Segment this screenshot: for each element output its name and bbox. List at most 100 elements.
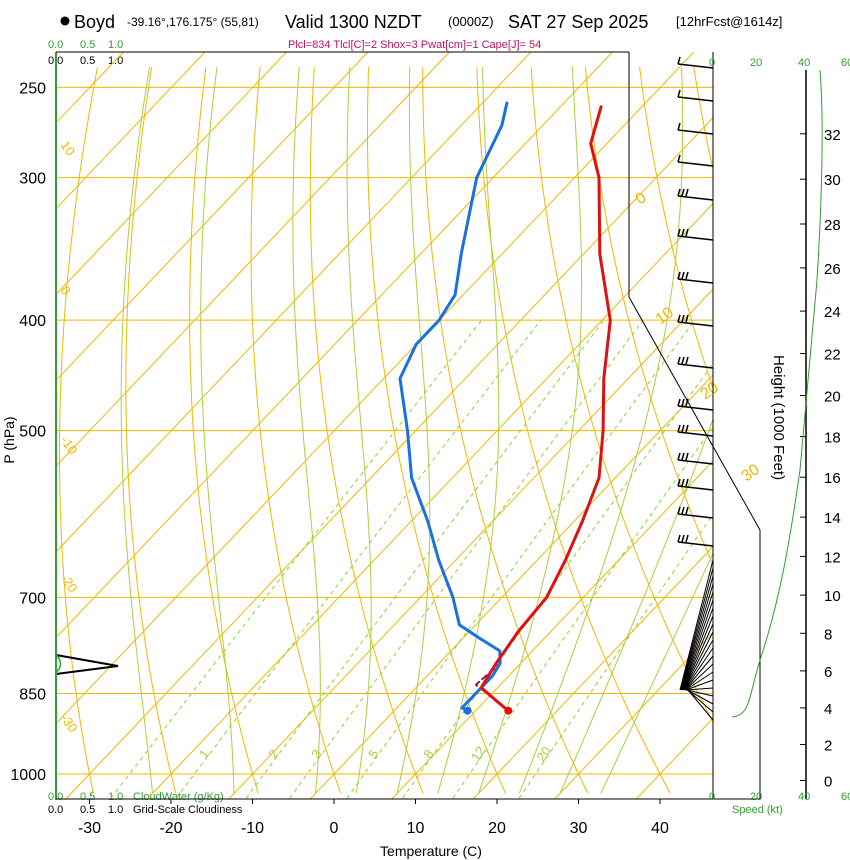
valid-time: Valid 1300 NZDT [285, 12, 422, 32]
temperature-tick-label: -30 [78, 820, 101, 837]
wind-barb [677, 405, 714, 411]
dry-adiabat-line [250, 67, 342, 794]
moist-adiabat-line [478, 67, 583, 794]
isotherm-label: -10 [58, 433, 81, 457]
wind-barb-flag [677, 122, 681, 131]
wind-barb-flag [681, 314, 685, 323]
wind-barb-flag [685, 356, 689, 365]
forecast-date: SAT 27 Sep 2025 [508, 12, 648, 32]
height-tick-label: 28 [824, 217, 841, 234]
site-dot [60, 16, 70, 26]
dry-adiabat-line [476, 67, 671, 794]
wind-barb [677, 129, 714, 135]
mixing-ratio-label: 20 [533, 744, 554, 764]
wind-barb-low [683, 639, 714, 691]
wind-barb-flag [677, 89, 681, 98]
mixing-ratio-label: 1 [196, 747, 212, 762]
adiabat-label: 20 [698, 379, 722, 403]
height-tick-label: 30 [824, 172, 841, 189]
wind-barb-flag [685, 506, 689, 515]
isotherm-line [391, 460, 713, 799]
mixing-ratio-line [452, 426, 713, 799]
wind-barb-low [687, 689, 714, 721]
speed-tick-top: 0 [709, 57, 715, 69]
dry-adiabat-line [59, 67, 98, 794]
height-tick-label: 2 [824, 738, 832, 755]
temperature-tick-label: -20 [159, 820, 182, 837]
wind-barb-flag [677, 452, 681, 461]
isotherm-line [554, 631, 713, 799]
wind-barb-flag [685, 271, 689, 280]
wind-barb [677, 541, 714, 547]
dry-adiabat-line [309, 67, 424, 794]
wind-barb-low [679, 559, 714, 691]
pressure-tick-label: 850 [19, 687, 46, 704]
adiabat-label: 10 [653, 304, 677, 328]
isotherm-label: 10 [58, 138, 79, 158]
wind-barb-low [687, 689, 714, 713]
isotherm-label: -30 [58, 711, 81, 735]
adiabat-label: 30 [739, 461, 763, 485]
mixing-ratio-line [289, 319, 644, 799]
wind-barb-low [684, 655, 714, 691]
wind-barb-low [681, 591, 714, 691]
mixing-ratio-line [245, 319, 605, 799]
wind-barb-flag [685, 478, 689, 487]
dry-adiabat-line [367, 67, 506, 794]
cloudiness-trace [55, 654, 119, 675]
cloud-water-tick-bottom: 0.5 [80, 791, 95, 803]
temperature-tick-label: 20 [488, 820, 506, 837]
wind-barb-flag [677, 506, 681, 515]
wind-barb-low [679, 567, 714, 691]
wind-barb [677, 278, 714, 284]
speed-tick-bottom: 0 [709, 791, 715, 803]
wind-barb [677, 161, 714, 167]
wind-barb-low [686, 687, 714, 691]
cloud-water-label: CloudWater (g/Kg) [133, 791, 224, 803]
mixing-ratio-label: 12 [468, 744, 489, 764]
isotherm-line [472, 545, 713, 799]
temperature-tick-label: -10 [241, 820, 264, 837]
temperature-trace [479, 105, 612, 713]
wind-barb-flag [677, 398, 681, 407]
wind-barb-flag [681, 452, 685, 461]
moist-adiabat-line [292, 67, 321, 794]
speed-label: Speed (kt) [732, 804, 783, 816]
wind-barb-low [686, 689, 714, 697]
y-axis-label: P (hPa) [1, 416, 17, 463]
wind-barb-low [682, 623, 714, 691]
wind-barb-flag [681, 424, 685, 433]
isotherm-line [56, 52, 287, 296]
isotherm-line [65, 116, 713, 799]
height-tick-label: 10 [824, 588, 841, 605]
wind-barb-flag [681, 228, 685, 237]
cloud-height-curve [731, 69, 823, 718]
isotherm-line [228, 288, 713, 799]
wind-barb [677, 513, 714, 519]
surface-temperature-marker [504, 706, 513, 715]
mixing-ratio-line [402, 362, 713, 799]
cloudiness-tick-top: 0.5 [80, 55, 95, 67]
pressure-tick-label: 300 [19, 171, 46, 188]
mixing-ratio-label: 3 [308, 747, 324, 762]
moist-adiabat-line [518, 67, 684, 794]
pressure-tick-label: 1000 [10, 767, 46, 784]
speed-tick-bottom: 40 [798, 791, 810, 803]
wind-barb-low [680, 583, 714, 691]
wind-barb-low [683, 631, 714, 691]
dry-adiabat-line [422, 67, 589, 794]
wind-barb-flag [677, 154, 681, 163]
site-coords: -39.16°,176.175° (55,81) [127, 15, 259, 29]
wind-barb [677, 485, 714, 491]
utc-time: (0000Z) [448, 14, 494, 29]
mixing-ratio-line [175, 319, 542, 799]
mixing-ratio-label: 5 [365, 747, 381, 762]
wind-barb-low [682, 615, 714, 691]
speed-tick-top: 20 [750, 57, 762, 69]
wind-barb-flag [677, 188, 681, 197]
site-name: Boyd [74, 12, 115, 32]
moist-adiabat-line [120, 67, 153, 794]
pressure-tick-label: 500 [19, 424, 46, 441]
height-tick-label: 24 [824, 304, 841, 321]
